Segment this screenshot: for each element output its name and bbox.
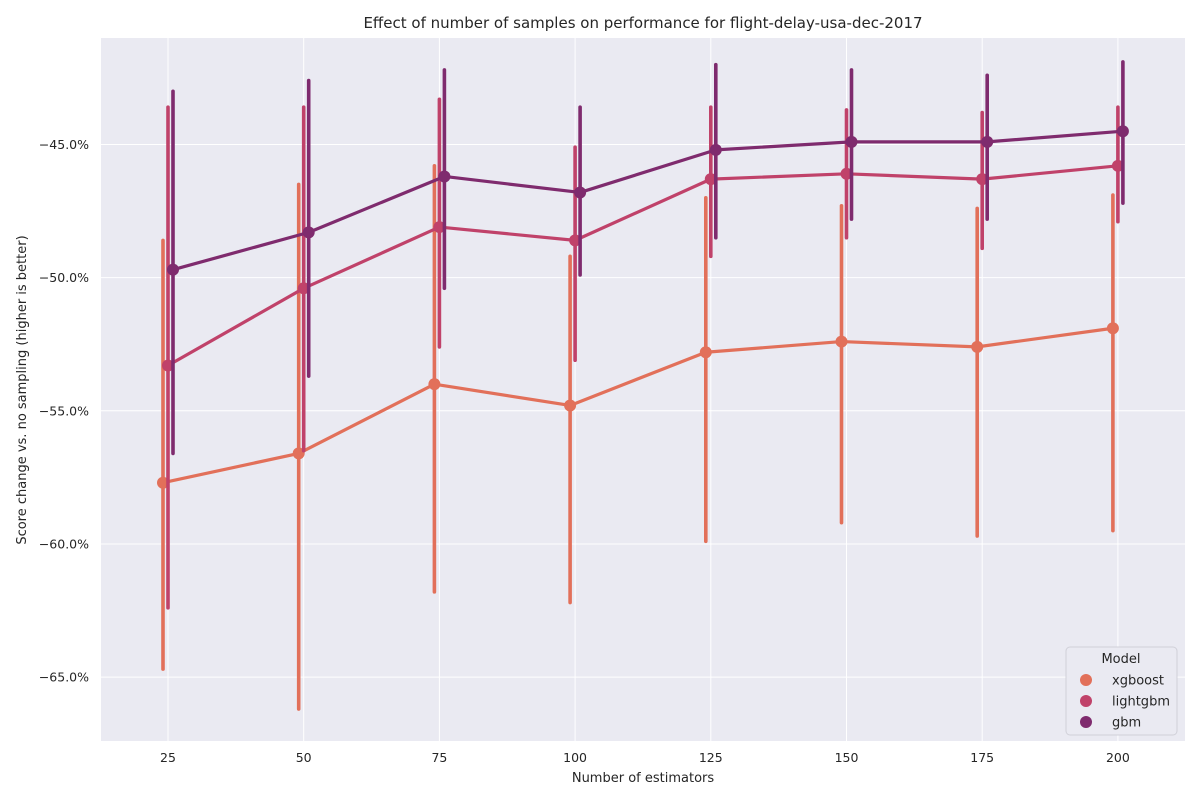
legend-title: Model	[1101, 652, 1140, 667]
legend-label-gbm: gbm	[1112, 716, 1141, 731]
data-point	[840, 167, 853, 180]
data-point	[845, 135, 858, 148]
legend-items: xgboost lightgbm gbm	[1080, 674, 1170, 731]
y-tick-label: −50.0%	[39, 270, 89, 285]
x-tick-label: 150	[835, 750, 859, 765]
y-axis-label: Score change vs. no sampling (higher is …	[15, 235, 30, 544]
data-point	[574, 186, 587, 199]
y-tick-label: −60.0%	[39, 536, 89, 551]
legend-marker-xgboost	[1080, 674, 1092, 686]
x-tick-label: 125	[699, 750, 723, 765]
data-point	[433, 221, 446, 234]
data-point	[167, 263, 179, 276]
data-point	[981, 135, 994, 148]
series-lightgbm	[162, 97, 1124, 610]
y-tick-label: −55.0%	[39, 403, 89, 418]
data-point	[1111, 159, 1124, 172]
data-point	[976, 173, 989, 186]
legend-marker-gbm	[1080, 716, 1092, 728]
data-point	[1116, 125, 1129, 138]
legend-marker-lightgbm	[1080, 695, 1092, 707]
x-tick-label: 100	[563, 750, 587, 765]
y-tick-labels: −45.0% −50.0% −55.0% −60.0% −65.0%	[39, 137, 89, 685]
x-tick-labels: 25 50 75 100 125 150 175 200	[160, 750, 1130, 765]
legend-label-lightgbm: lightgbm	[1112, 695, 1170, 710]
series-layer	[157, 60, 1129, 711]
y-tick-label: −45.0%	[39, 137, 89, 152]
data-point	[971, 340, 984, 353]
data-point	[1106, 322, 1119, 335]
x-tick-label: 200	[1106, 750, 1130, 765]
legend: Model xgboost lightgbm gbm	[1065, 646, 1178, 736]
x-tick-label: 175	[970, 750, 994, 765]
legend-box	[1065, 646, 1178, 736]
plot-background	[101, 38, 1185, 741]
data-point	[302, 226, 315, 239]
legend-label-xgboost: xgboost	[1112, 674, 1164, 689]
chart-title: Effect of number of samples on performan…	[363, 14, 922, 32]
data-point	[699, 346, 712, 359]
x-tick-label: 75	[431, 750, 447, 765]
data-point	[704, 173, 717, 186]
data-point	[157, 476, 169, 489]
x-axis-label: Number of estimators	[572, 771, 715, 786]
data-point	[835, 335, 848, 348]
data-point	[569, 234, 582, 247]
x-tick-label: 25	[160, 750, 176, 765]
series-line	[171, 129, 1125, 272]
y-tick-label: −65.0%	[39, 670, 89, 685]
data-point	[297, 282, 310, 295]
data-point	[709, 143, 722, 156]
data-point	[292, 447, 305, 460]
series-gbm	[167, 60, 1129, 456]
data-point	[428, 378, 441, 391]
x-tick-label: 50	[296, 750, 312, 765]
series-line	[166, 164, 1120, 368]
series-line	[161, 326, 1115, 485]
series-xgboost	[157, 164, 1119, 711]
data-point	[438, 170, 451, 183]
data-point	[564, 399, 577, 412]
data-point	[162, 359, 174, 372]
